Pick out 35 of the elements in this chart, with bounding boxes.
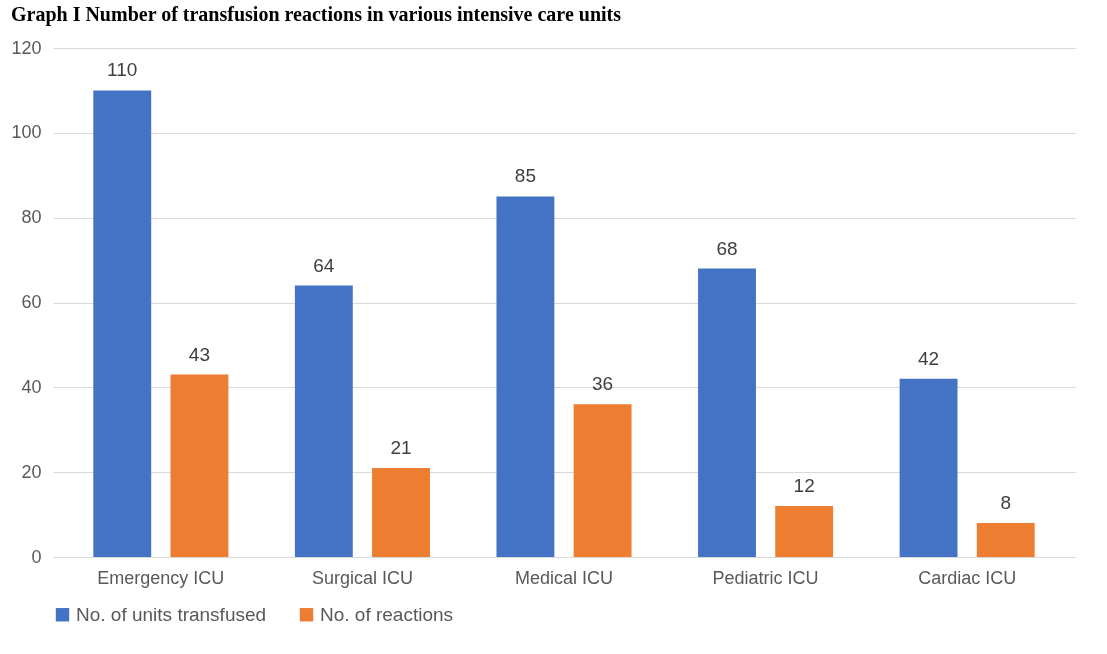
y-tick-label: 80 xyxy=(21,207,42,228)
y-tick-label: 20 xyxy=(21,461,42,482)
bar xyxy=(698,268,756,557)
legend-label: No. of units transfused xyxy=(76,603,267,625)
chart-title: Graph I Number of transfusion reactions in various intensive care units xyxy=(10,3,622,26)
bar xyxy=(899,378,958,557)
x-tick-label: Pediatric ICU xyxy=(712,567,819,588)
bar xyxy=(775,506,834,557)
data-label: 8 xyxy=(1000,492,1012,514)
data-label: 21 xyxy=(390,436,412,458)
y-tick-label: 60 xyxy=(21,292,42,312)
data-label: 64 xyxy=(313,254,335,276)
y-tick-label: 100 xyxy=(11,122,42,143)
bar xyxy=(496,196,555,557)
y-tick-label: 0 xyxy=(31,546,42,567)
bar xyxy=(93,90,152,557)
data-label: 42 xyxy=(918,347,940,369)
data-label: 43 xyxy=(188,343,210,365)
bar xyxy=(170,374,229,557)
x-tick-label: Medical ICU xyxy=(514,567,614,588)
bar xyxy=(294,285,353,557)
bar xyxy=(372,467,430,557)
data-label: 12 xyxy=(793,475,815,497)
x-tick-label: Emergency ICU xyxy=(97,567,225,588)
y-tick-label: 120 xyxy=(11,37,42,58)
data-label: 68 xyxy=(716,237,738,259)
bar xyxy=(573,404,632,557)
data-label: 85 xyxy=(514,165,536,187)
x-tick-label: Surgical ICU xyxy=(311,567,413,588)
data-label: 110 xyxy=(107,59,138,81)
x-tick-label: Cardiac ICU xyxy=(918,567,1017,588)
legend-label: No. of reactions xyxy=(320,603,454,625)
bar xyxy=(976,523,1035,557)
y-tick-label: 40 xyxy=(21,376,42,397)
data-label: 36 xyxy=(592,373,614,395)
